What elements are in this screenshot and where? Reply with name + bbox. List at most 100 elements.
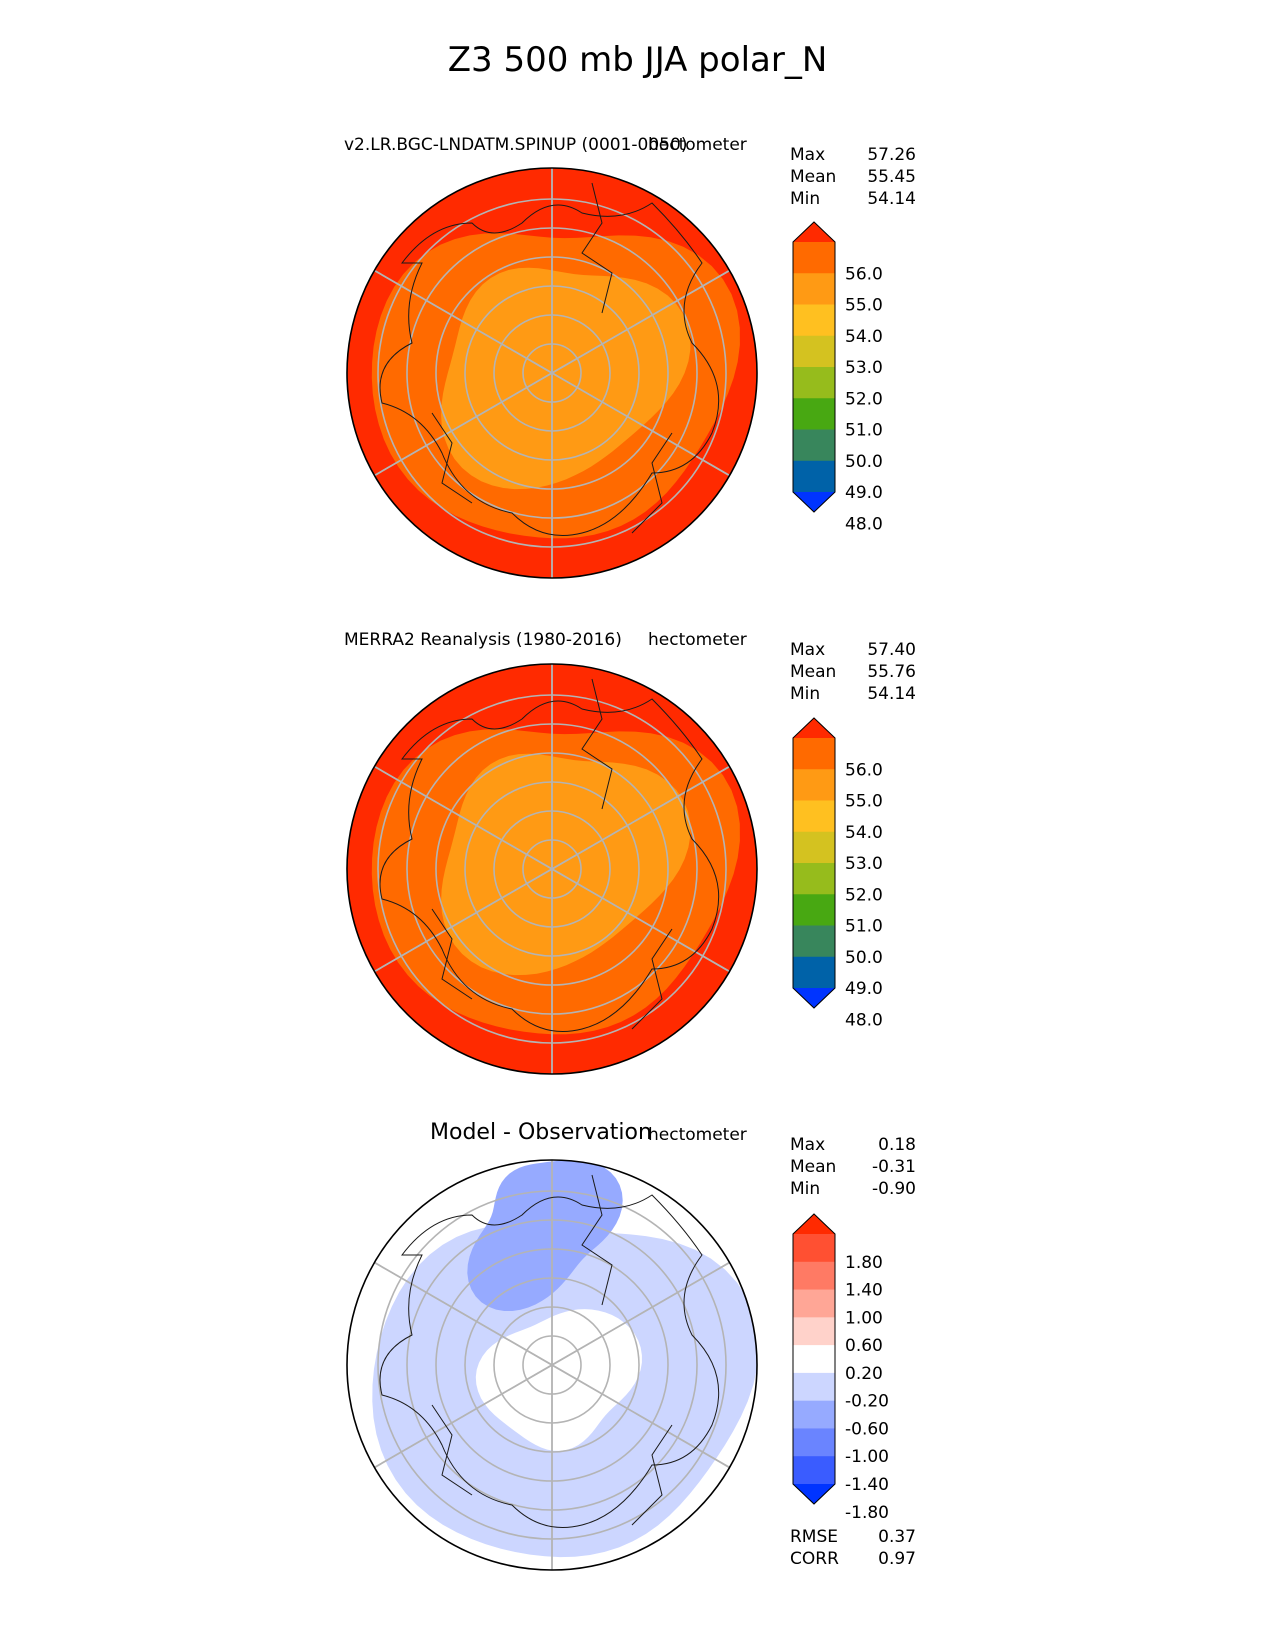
map-field — [347, 168, 757, 578]
panel-title-reference: MERRA2 Reanalysis (1980-2016) — [344, 630, 622, 650]
stat-value-corr: 0.97 — [878, 1549, 916, 1569]
meridian-line — [551, 1261, 730, 1366]
stat-value-max: 57.26 — [867, 145, 916, 165]
meridian-line — [551, 269, 730, 374]
stat-value-min: 54.14 — [867, 684, 916, 704]
colorbar-band — [793, 1428, 835, 1457]
colorbar-tick-label: 48.0 — [845, 1010, 883, 1030]
colorbar-tick-label: 0.20 — [845, 1364, 883, 1384]
colorbar-band — [793, 894, 835, 926]
colorbar-band — [793, 1456, 835, 1485]
map-boundary — [346, 1159, 758, 1571]
colorbar-tick-label: 52.0 — [845, 885, 883, 905]
colorbar-reference: 56.0 55.0 54.0 53.0 52.0 51.0 50.0 49.0 48.0 — [792, 717, 883, 1030]
colorbar-tick-label: 1.80 — [845, 1253, 883, 1273]
meridian-line — [551, 765, 730, 870]
stat-label-max: Max — [790, 145, 826, 165]
panel-title-test: v2.LR.BGC-LNDATM.SPINUP (0001-0050) — [344, 135, 688, 155]
map-boundary — [346, 167, 758, 579]
stat-value-mean: -0.31 — [872, 1157, 916, 1177]
colorbar-outline — [792, 1213, 836, 1505]
coastline — [379, 202, 720, 536]
figure-title: Z3 500 mb JJA polar_N — [447, 40, 828, 80]
colorbar-extend-top — [793, 1214, 835, 1234]
colorbar-tick-label: 1.40 — [845, 1281, 883, 1301]
colorbar-tick-label: 55.0 — [845, 792, 883, 812]
coastline — [379, 698, 720, 1032]
colorbar-band — [793, 1345, 835, 1374]
colorbar-band — [793, 460, 835, 493]
meridian-line — [374, 372, 553, 477]
colorbar-tick-label: 49.0 — [845, 483, 883, 503]
colorbar-band — [793, 800, 835, 833]
meridian-line — [551, 868, 730, 973]
colorbar-tick-label: 1.00 — [845, 1308, 883, 1328]
colorbar-band — [793, 1261, 835, 1291]
colorbar-band — [793, 956, 835, 989]
colorbar-extend-bottom — [793, 1484, 835, 1504]
map-field — [347, 1160, 757, 1570]
stat-value-min: -0.90 — [872, 1179, 916, 1199]
polar-map-diff — [346, 1159, 758, 1571]
colorbar-band — [793, 863, 835, 895]
stat-label-rmse: RMSE — [790, 1527, 839, 1547]
colorbar-tick-label: 53.0 — [845, 358, 883, 378]
colorbar-tick-label: -0.60 — [845, 1419, 889, 1439]
stat-label-corr: CORR — [790, 1549, 839, 1569]
colorbar-band — [793, 335, 835, 368]
colorbar-band — [793, 1234, 835, 1263]
colorbar-band — [793, 1317, 835, 1346]
colorbar-extend-top — [793, 222, 835, 242]
stat-value-mean: 55.45 — [867, 167, 916, 187]
colorbar-tick-label: 50.0 — [845, 452, 883, 472]
map-boundary — [346, 663, 758, 1075]
coastline — [431, 1174, 673, 1526]
colorbar-band — [793, 1400, 835, 1429]
colorbar-outline — [792, 221, 836, 513]
colorbar-tick-label: 51.0 — [845, 917, 883, 937]
colorbar-tick-label: 50.0 — [845, 948, 883, 968]
colorbar-band — [793, 769, 835, 801]
stat-value-max: 57.40 — [867, 640, 916, 660]
stat-value-mean: 55.76 — [867, 662, 916, 682]
colorbar-tick-label: 55.0 — [845, 296, 883, 316]
meridian-line — [374, 765, 553, 870]
stat-label-max: Max — [790, 1135, 826, 1155]
colorbar-tick-label: 51.0 — [845, 421, 883, 441]
colorbar-band — [793, 1289, 835, 1318]
colorbar-band — [793, 925, 835, 958]
stat-label-mean: Mean — [790, 167, 837, 187]
stat-label-min: Min — [790, 684, 821, 704]
stat-value-min: 54.14 — [867, 189, 916, 209]
colorbar-tick-label: -1.40 — [845, 1475, 889, 1495]
stat-label-max: Max — [790, 640, 826, 660]
stat-label-min: Min — [790, 1179, 821, 1199]
colorbar-band — [793, 367, 835, 399]
colorbar-band — [793, 242, 835, 274]
field-contour-inner — [441, 753, 691, 976]
panel-units-diff: hectometer — [648, 1125, 747, 1145]
colorbar-band — [793, 831, 835, 864]
colorbar-tick-label: 56.0 — [845, 760, 883, 780]
colorbar-diff: 1.80 1.40 1.00 0.60 0.20 -0.20 -0.60 -1.00 -1.40… — [792, 1213, 889, 1523]
polar-map-test — [346, 167, 758, 579]
colorbar-extend-bottom — [793, 988, 835, 1008]
colorbar-outline — [792, 717, 836, 1009]
meridian-line — [551, 372, 730, 477]
polar-map-reference — [346, 663, 758, 1075]
panel-units-reference: hectometer — [648, 630, 747, 650]
stat-label-mean: Mean — [790, 1157, 837, 1177]
colorbar-tick-label: -0.20 — [845, 1392, 889, 1412]
stat-label-mean: Mean — [790, 662, 837, 682]
colorbar-tick-label: -1.80 — [845, 1503, 889, 1523]
colorbar-tick-label: 48.0 — [845, 514, 883, 534]
map-field — [347, 664, 757, 1074]
colorbar-tick-label: 54.0 — [845, 823, 883, 843]
colorbar-tick-label: 56.0 — [845, 264, 883, 284]
meridian-line — [374, 1364, 553, 1469]
colorbar-band — [793, 1372, 835, 1402]
colorbar-band — [793, 273, 835, 305]
colorbar-extend-bottom — [793, 492, 835, 512]
colorbar-tick-label: 54.0 — [845, 327, 883, 347]
